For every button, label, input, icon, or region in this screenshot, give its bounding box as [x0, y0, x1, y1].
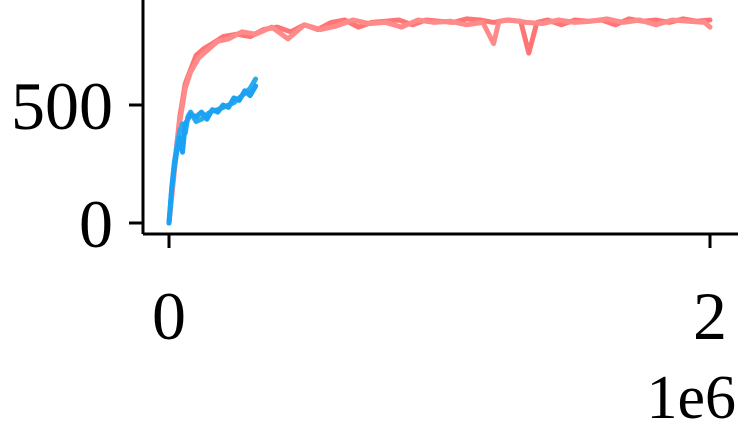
tick-layer: 0 2 0 500 [11, 68, 727, 354]
y-tick-label: 500 [11, 68, 113, 144]
series-layer [166, 16, 713, 226]
x-tick-label: 2 [693, 278, 727, 354]
y-tick-label: 0 [79, 186, 113, 262]
series-line-1 [166, 16, 713, 226]
x-tick-label: 0 [152, 278, 186, 354]
series-line-0 [166, 16, 713, 226]
series-line-3 [166, 83, 259, 226]
x-scale-label: 1e6 [646, 364, 736, 432]
